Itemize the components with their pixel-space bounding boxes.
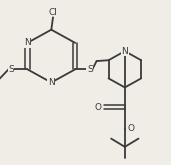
Text: O: O: [95, 103, 102, 112]
Text: N: N: [24, 38, 31, 47]
Text: Cl: Cl: [49, 7, 57, 16]
Text: O: O: [127, 124, 134, 133]
Text: S: S: [87, 65, 93, 74]
Text: S: S: [8, 65, 14, 74]
Text: N: N: [48, 78, 55, 87]
Text: N: N: [121, 47, 128, 56]
